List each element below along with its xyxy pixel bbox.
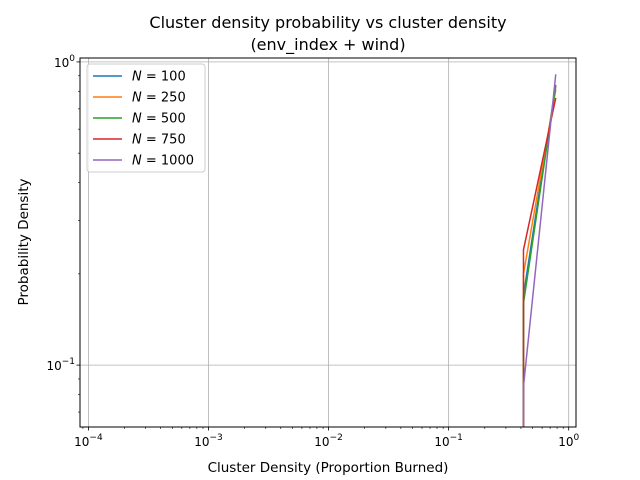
x-tick-label: 10−4: [74, 433, 103, 449]
plot-frame: [79, 57, 577, 428]
legend: N = 100 N = 250 N = 500 N = 750 N = 1000: [86, 63, 206, 173]
legend-box: [86, 63, 206, 173]
series-line-2: [522, 89, 557, 427]
legend-label: N = 1000: [132, 154, 194, 169]
legend-label: N = 500: [132, 112, 186, 127]
x-tick-label: 10−1: [434, 433, 463, 449]
chart-title: Cluster density probability vs cluster d…: [149, 13, 506, 32]
chart-subtitle: (env_index + wind): [250, 35, 405, 55]
series-layer: [522, 74, 557, 427]
series-line-4: [522, 97, 557, 427]
x-tick-label: 100: [558, 433, 579, 449]
x-axis-label: Cluster Density (Proportion Burned): [208, 460, 449, 476]
grid: [80, 58, 576, 427]
y-axis-label: Probability Density: [16, 179, 32, 306]
series-line-5: [522, 74, 557, 427]
x-tick-label: 10−2: [314, 433, 343, 449]
y-tick-label: 100: [54, 54, 75, 70]
legend-label: N = 100: [132, 70, 186, 85]
legend-label: N = 250: [132, 91, 186, 106]
x-tick-label: 10−3: [194, 433, 223, 449]
y-tick-label: 10−1: [46, 357, 75, 373]
ticks: 10−4 10−3 10−2 10−1 100 10−1 100: [46, 54, 579, 449]
series-line-1: [522, 84, 557, 427]
series-line-3: [522, 86, 557, 427]
legend-label: N = 750: [132, 133, 186, 148]
